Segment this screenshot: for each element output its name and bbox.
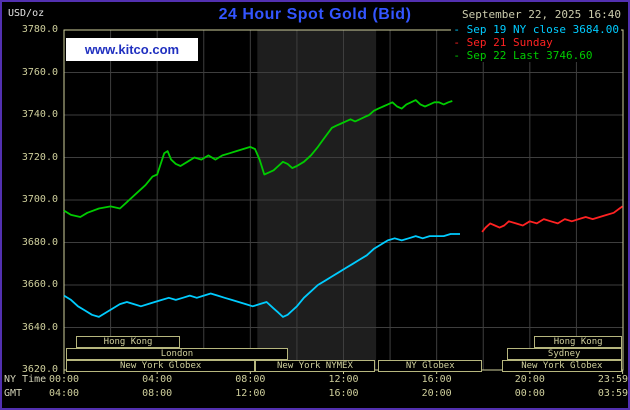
y-axis-label: 3740.0 (21, 109, 58, 120)
y-axis-label: 3680.0 (21, 236, 58, 248)
legend-item: - Sep 21 Sunday (453, 36, 553, 49)
chart-datetime: September 22, 2025 16:40 (462, 8, 621, 21)
session-box-hong-kong: Hong Kong (534, 336, 622, 348)
y-unit-label: USD/oz (8, 8, 45, 19)
legend-item: - Sep 19 NY close 3684.00 (453, 23, 619, 36)
x-axis-label-gmt: 00:00 (514, 388, 545, 399)
x-axis-label-gmt: 20:00 (421, 388, 452, 399)
session-box-sydney: Sydney (506, 348, 622, 360)
y-axis-label: 3640.0 (21, 321, 58, 333)
y-axis-label: 3760.0 (21, 66, 58, 78)
y-axis-label: 3660.0 (21, 279, 58, 290)
session-box-ny-globex: NY Globex (378, 360, 483, 372)
series-line-1 (481, 205, 624, 233)
session-box-new-york-nymex: New York NYMEX (254, 360, 375, 372)
x-axis-label-gmt: 04:00 (48, 388, 80, 399)
legend: - Sep 19 NY close 3684.00- Sep 21 Sunday… (451, 23, 621, 62)
session-box-new-york-globex: New York Globex (66, 360, 255, 372)
x-axis-label-ny: 23:59 (597, 374, 629, 385)
session-box-london: London (66, 348, 288, 360)
y-axis-label: 3620.0 (21, 364, 58, 375)
session-box-hong-kong: Hong Kong (75, 336, 181, 348)
legend-item: - Sep 22 Last 3746.60 (453, 49, 593, 62)
x-axis-label-gmt: 16:00 (328, 388, 359, 399)
x-axis-label-gmt: 03:59 (597, 388, 629, 399)
chart-title: 24 Hour Spot Gold (Bid) (218, 6, 412, 23)
x-axis-label-gmt: 08:00 (142, 388, 173, 399)
series-line-2 (63, 99, 453, 218)
kitco-link[interactable]: www.kitco.com (66, 38, 198, 61)
ny-time-caption: NY Time (4, 374, 47, 385)
gmt-caption: GMT (4, 388, 23, 399)
y-axis-label: 3780.0 (21, 24, 58, 35)
x-axis-label-ny: 04:00 (142, 374, 173, 385)
x-axis-label-ny: 00:00 (48, 374, 80, 385)
x-axis-label-gmt: 12:00 (235, 388, 266, 399)
x-axis-label-ny: 16:00 (421, 374, 452, 385)
y-axis-label: 3720.0 (21, 151, 58, 163)
series-line-0 (63, 233, 460, 318)
x-axis-label-ny: 08:00 (235, 374, 266, 385)
x-axis-label-ny: 12:00 (328, 374, 359, 385)
session-box-new-york-globex: New York Globex (501, 360, 622, 372)
y-axis-label: 3700.0 (21, 194, 58, 205)
x-axis-label-ny: 20:00 (514, 374, 545, 385)
